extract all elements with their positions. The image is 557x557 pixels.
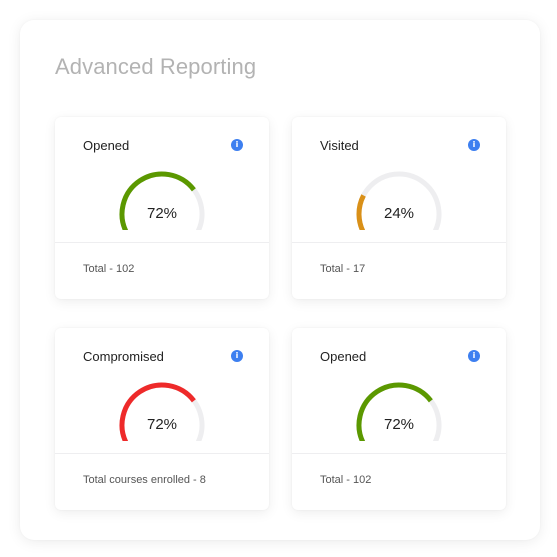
- gauge-value: 72%: [383, 416, 415, 433]
- card-total: Total - 17: [320, 263, 366, 275]
- card-divider: [55, 453, 269, 454]
- card-total: Total courses enrolled - 8: [83, 474, 206, 486]
- page-title: Advanced Reporting: [55, 54, 257, 79]
- gauge-value: 72%: [146, 205, 178, 222]
- advanced-reporting-panel: Advanced Reporting Opened i 72% Total - …: [20, 20, 540, 540]
- gauge-fill: [356, 382, 433, 441]
- gauge-chart: [356, 171, 442, 230]
- card-divider: [292, 242, 506, 243]
- gauge-chart: [356, 382, 442, 441]
- gauge-value: 72%: [146, 416, 178, 433]
- report-card-compromised: Compromised i 72% Total courses enrolled…: [55, 328, 269, 510]
- card-total: Total - 102: [83, 263, 135, 275]
- gauge-fill: [119, 171, 196, 230]
- info-icon[interactable]: i: [231, 350, 243, 362]
- info-icon[interactable]: i: [468, 350, 480, 362]
- gauge-fill: [356, 194, 366, 230]
- card-divider: [55, 242, 269, 243]
- gauge-value: 24%: [383, 205, 415, 222]
- gauge-chart: [119, 382, 205, 441]
- report-card-opened-2: Opened i 72% Total - 102: [292, 328, 506, 510]
- report-card-opened: Opened i 72% Total - 102: [55, 117, 269, 299]
- report-card-visited: Visited i 24% Total - 17: [292, 117, 506, 299]
- info-icon[interactable]: i: [468, 139, 480, 151]
- card-divider: [292, 453, 506, 454]
- gauge-chart: [119, 171, 205, 230]
- card-title: Compromised: [83, 349, 164, 364]
- card-title: Opened: [320, 349, 367, 364]
- card-title: Opened: [83, 138, 130, 153]
- card-total: Total - 102: [320, 474, 372, 486]
- card-title: Visited: [320, 138, 359, 153]
- info-icon[interactable]: i: [231, 139, 243, 151]
- gauge-fill: [119, 382, 196, 441]
